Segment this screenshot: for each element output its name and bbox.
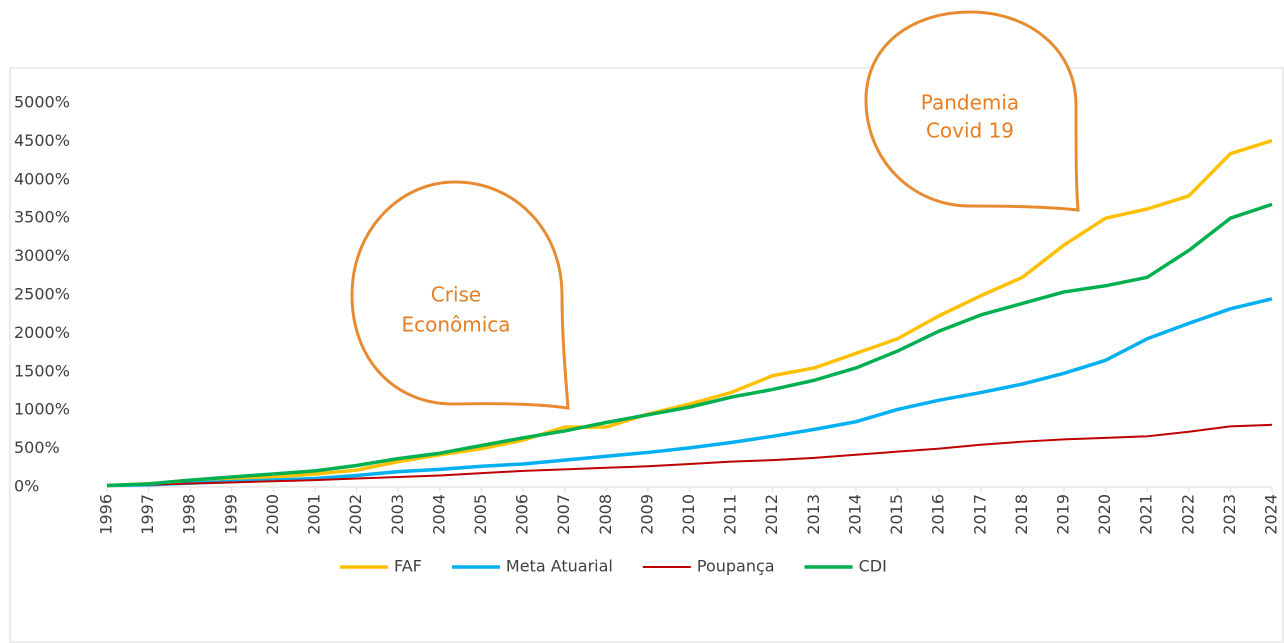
x-tick-label: 2013 — [804, 494, 823, 535]
x-tick-label: 2016 — [929, 494, 948, 535]
y-tick-label: 3500% — [14, 208, 70, 227]
x-tick-label: 2002 — [346, 494, 365, 535]
x-tick-label: 2003 — [388, 494, 407, 535]
legend-label: Poupança — [697, 557, 775, 576]
y-tick-label: 4000% — [14, 169, 70, 188]
y-tick-label: 0% — [14, 477, 39, 496]
x-tick-label: 2019 — [1053, 494, 1072, 535]
x-tick-label: 2009 — [637, 494, 656, 535]
y-tick-label: 3000% — [14, 246, 70, 265]
annotation: Covid 19 — [926, 119, 1014, 143]
series-line — [106, 202, 1273, 488]
x-tick-label: 2020 — [1095, 494, 1114, 535]
x-tick-label: 2023 — [1220, 494, 1239, 535]
y-tick-label: 5000% — [14, 93, 70, 112]
x-tick-label: 2006 — [513, 494, 532, 535]
y-tick-label: 2500% — [14, 285, 70, 304]
series-line — [106, 138, 1273, 488]
x-tick-label: 1997 — [138, 494, 157, 535]
x-tick-label: 2001 — [305, 494, 324, 535]
series-line — [106, 423, 1273, 487]
x-tick-label: 1996 — [97, 494, 116, 535]
x-tick-label: 2021 — [1137, 494, 1156, 535]
x-tick-label: 2012 — [762, 494, 781, 535]
x-tick-label: 2015 — [887, 494, 906, 535]
x-tick-label: 2000 — [263, 494, 282, 535]
x-tick-label: 2005 — [471, 494, 490, 535]
x-tick-label: 2011 — [721, 494, 740, 535]
x-tick-label: 2007 — [554, 494, 573, 535]
chart-frame — [9, 67, 1284, 643]
annotation: Pandemia — [921, 91, 1019, 115]
y-tick-label: 500% — [14, 438, 60, 457]
x-tick-label: 1998 — [180, 494, 199, 535]
legend-label: FAF — [394, 557, 422, 576]
x-tick-label: 2010 — [679, 494, 698, 535]
x-tick-label: 2014 — [845, 494, 864, 535]
y-tick-label: 4500% — [14, 131, 70, 150]
annotation: Crise — [431, 283, 481, 307]
callout-bubble — [350, 180, 570, 410]
x-tick-label: 2024 — [1262, 494, 1281, 535]
x-tick-label: 2022 — [1178, 494, 1197, 535]
series-line — [106, 297, 1273, 488]
x-tick-label: 2017 — [970, 494, 989, 535]
legend-label: CDI — [859, 557, 887, 576]
x-tick-label: 2004 — [429, 494, 448, 535]
y-tick-label: 1500% — [14, 361, 70, 380]
y-tick-label: 2000% — [14, 323, 70, 342]
x-tick-label: 1999 — [221, 494, 240, 535]
x-tick-label: 2018 — [1012, 494, 1031, 535]
y-tick-label: 1000% — [14, 400, 70, 419]
x-tick-label: 2008 — [596, 494, 615, 535]
callout-bubble — [864, 10, 1080, 212]
legend-label: Meta Atuarial — [506, 557, 613, 576]
annotation: Econômica — [401, 313, 510, 337]
